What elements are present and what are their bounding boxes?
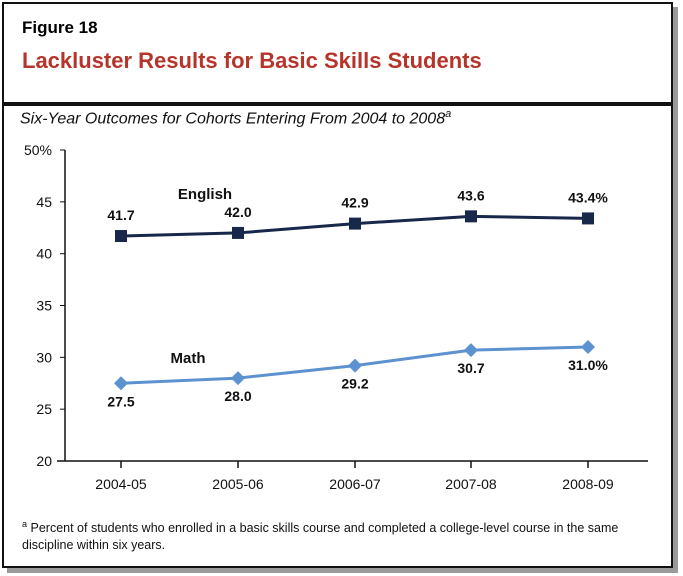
data-point-math [114, 376, 128, 391]
data-label: 28.0 [224, 388, 251, 404]
data-point-math [231, 371, 245, 386]
x-tick-label: 2004-05 [95, 476, 147, 492]
data-point-english [232, 226, 244, 239]
y-tick-label: 50% [24, 142, 52, 158]
footnote-text: Percent of students who enrolled in a ba… [22, 521, 619, 553]
figure-frame: Figure 18 Lackluster Results for Basic S… [2, 2, 673, 568]
legend-label-english: English [178, 186, 232, 203]
title-divider [4, 102, 671, 106]
figure-title: Lackluster Results for Basic Skills Stud… [22, 48, 482, 73]
x-tick-label: 2005-06 [212, 476, 264, 492]
data-label: 31.0% [568, 357, 608, 373]
x-tick-label: 2007-08 [445, 476, 497, 492]
legend-label-math: Math [171, 350, 206, 367]
data-point-english [582, 212, 594, 225]
data-label: 30.7 [457, 360, 484, 376]
y-tick-label: 30 [36, 349, 52, 365]
y-tick-label: 25 [36, 401, 52, 417]
data-point-math [348, 358, 362, 373]
data-label: 43.6 [457, 187, 484, 203]
data-label: 29.2 [341, 376, 368, 392]
footnote: a Percent of students who enrolled in a … [22, 516, 662, 554]
data-label: 43.4% [568, 189, 608, 205]
chart-subtitle: Six-Year Outcomes for Cohorts Entering F… [20, 108, 451, 128]
y-tick-label: 40 [36, 246, 52, 262]
y-tick-label: 45 [36, 194, 52, 210]
data-point-math [464, 343, 478, 358]
y-tick-label: 20 [36, 453, 52, 469]
data-point-english [465, 210, 477, 223]
data-point-math [581, 339, 595, 354]
subtitle-text: Six-Year Outcomes for Cohorts Entering F… [20, 110, 446, 128]
data-label: 42.0 [224, 204, 251, 220]
footnote-marker: a [22, 519, 28, 529]
x-tick-label: 2006-07 [329, 476, 381, 492]
figure-label: Figure 18 [22, 18, 98, 37]
subtitle-footnote-marker: a [445, 108, 452, 120]
data-label: 27.5 [107, 393, 134, 409]
data-point-english [115, 230, 127, 243]
data-label: 42.9 [341, 195, 368, 211]
data-label: 41.7 [107, 207, 134, 223]
data-point-english [349, 217, 361, 230]
x-tick-label: 2008-09 [562, 476, 614, 492]
y-tick-label: 35 [36, 298, 52, 314]
